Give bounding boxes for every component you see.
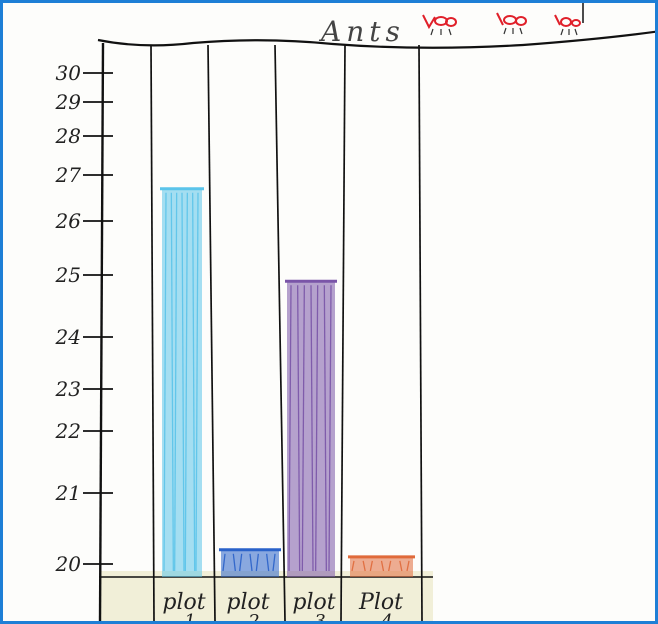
- bar-crayon-streak: [195, 192, 199, 572]
- bar-crayon-streak: [170, 192, 174, 572]
- bar-crayon-streak: [406, 560, 410, 572]
- x-category-label: Plot: [358, 590, 403, 615]
- bar: [285, 279, 337, 577]
- column-divider: [274, 44, 286, 621]
- y-tick-label: 21: [55, 481, 81, 505]
- y-tick-label: 24: [55, 325, 81, 349]
- bar-crayon-streak: [272, 553, 276, 572]
- y-tick-label: 27: [55, 163, 82, 187]
- y-axis-line: [98, 42, 105, 621]
- bar-crayon-streak: [362, 560, 366, 572]
- bar-crayon-streak: [232, 553, 236, 572]
- bar-crayon-streak: [288, 285, 292, 572]
- x-category-label: plot: [162, 590, 205, 615]
- ant-doodle-icon: [554, 14, 581, 36]
- bar-crayon-streak: [399, 560, 403, 572]
- y-tick-label: 20: [55, 552, 82, 576]
- bar-crayon-streak: [310, 285, 314, 572]
- column-divider: [150, 44, 155, 621]
- bar-fill: [350, 556, 413, 577]
- bar: [160, 187, 204, 578]
- bar: [348, 555, 415, 577]
- bar-crayon-streak: [174, 192, 178, 572]
- chart-title: Ants: [318, 15, 405, 48]
- bar-crayon-streak: [163, 192, 167, 572]
- column-divider: [340, 44, 346, 621]
- x-category-label: plot: [292, 590, 335, 615]
- bar-crayon-streak: [249, 553, 253, 572]
- x-category-number: 3: [314, 611, 325, 621]
- y-tick-label: 29: [55, 90, 82, 114]
- bar-crayon-streak: [301, 285, 305, 572]
- bar-crayon-streak: [315, 285, 319, 572]
- y-tick-label: 23: [55, 377, 81, 401]
- x-category-number: 4: [380, 611, 392, 621]
- y-tick-label: 26: [55, 209, 82, 233]
- bar-crayon-streak: [181, 192, 185, 572]
- bar-crayon-streak: [328, 285, 332, 572]
- bar-crayon-streak: [239, 553, 243, 572]
- bar-crayon-streak: [297, 285, 301, 572]
- bar-crayon-streak: [184, 192, 188, 572]
- bar: [219, 548, 281, 577]
- bar-crayon-streak: [388, 560, 392, 572]
- ant-doodle-icon: [496, 12, 527, 35]
- x-category-label: plot: [226, 590, 269, 615]
- bar-crayon-streak: [380, 560, 385, 572]
- y-tick-label: 25: [55, 263, 81, 287]
- y-tick-label: 28: [55, 124, 81, 148]
- x-category-number: 1: [184, 611, 195, 621]
- bar-crayon-streak: [351, 560, 355, 572]
- column-divider: [207, 44, 216, 621]
- bar-crayon-streak: [369, 560, 373, 572]
- bar-crayon-streak: [192, 192, 196, 572]
- column-divider: [418, 44, 423, 621]
- bar-crayon-streak: [255, 553, 259, 572]
- bar-crayon-streak: [266, 553, 270, 572]
- graph-top-border: [97, 30, 655, 49]
- bar-crayon-streak: [323, 285, 327, 572]
- bar-crayon-streak: [222, 553, 226, 572]
- y-tick-label: 22: [55, 419, 81, 443]
- x-category-number: 2: [247, 611, 259, 621]
- ant-doodle-icon: [422, 14, 457, 36]
- y-tick-label: 30: [56, 61, 82, 85]
